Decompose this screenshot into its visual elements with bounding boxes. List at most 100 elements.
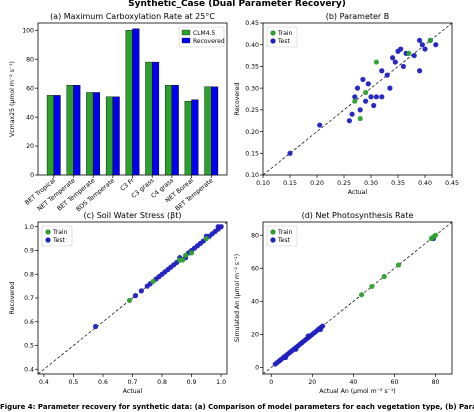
x-tick-label-d: 60 — [391, 379, 399, 386]
panel-b-title: (b) Parameter B — [326, 12, 390, 21]
point-test-b — [287, 150, 293, 156]
bar-recovered — [112, 96, 120, 176]
y-tick-label-b: 0.45 — [245, 20, 259, 27]
point-test-d — [317, 326, 324, 332]
point-test-b — [346, 118, 352, 124]
y-tick-label-c: 1.0 — [24, 224, 34, 231]
point-test-d — [293, 346, 299, 352]
y-tick-label-a: 80 — [26, 56, 34, 63]
point-test-b — [354, 85, 361, 91]
panel-c-title: (c) Soil Water Stress (βt) — [84, 211, 182, 220]
y-tick-label-b: 0.40 — [245, 42, 259, 49]
x-tick-label-d: 0 — [269, 379, 273, 386]
y-tick-label-a: 20 — [26, 143, 34, 150]
figure-caption: Figure 4: Parameter recovery for synthet… — [0, 403, 474, 411]
bar-clm45 — [125, 30, 133, 176]
y-tick-label-a: 60 — [26, 85, 34, 92]
y-tick-label-c: 0.7 — [24, 295, 34, 302]
point-test-c — [132, 293, 139, 299]
legend-marker-c — [45, 229, 51, 235]
legend-swatch-a — [181, 37, 191, 44]
point-train-d — [381, 273, 387, 280]
y-tick-label-d: 0 — [255, 365, 259, 372]
bar-clm45 — [145, 61, 153, 176]
legend-label-d: Test — [277, 237, 290, 244]
y-tick-label-b: 0.20 — [245, 129, 259, 136]
panel-b-xlabel: Actual — [348, 189, 368, 196]
point-test-c — [92, 323, 99, 330]
x-tick-label-c: 0.9 — [187, 379, 197, 386]
x-tick-label-c: 1.0 — [216, 379, 226, 386]
point-test-b — [392, 59, 398, 65]
x-tick-label-b: 0.10 — [256, 180, 270, 187]
y-tick-label-b: 0.25 — [245, 107, 259, 114]
point-train-b — [373, 59, 379, 65]
bar-clm45 — [86, 92, 94, 176]
legend-marker-d — [270, 237, 276, 243]
bar-clm45 — [105, 96, 114, 176]
point-test-b — [379, 94, 385, 100]
point-train-b — [427, 37, 433, 43]
point-test-b — [371, 102, 377, 109]
point-test-b — [398, 46, 404, 52]
point-test-d — [282, 354, 289, 361]
point-train-d — [432, 232, 439, 238]
y-tick-label-c: 0.9 — [24, 248, 34, 255]
point-test-b — [379, 68, 385, 74]
legend-label-c: Train — [52, 229, 68, 236]
legend-label-d: Train — [277, 229, 293, 236]
y-tick-label-b: 0.15 — [245, 150, 259, 157]
x-tick-label-c: 0.5 — [69, 379, 79, 386]
y-tick-label-c: 0.8 — [24, 271, 34, 278]
legend-a — [178, 26, 225, 48]
panel-c-ylabel: Recovered — [9, 282, 16, 315]
y-tick-label-d: 80 — [251, 232, 259, 239]
point-train-c — [150, 278, 156, 284]
y-tick-label-d: 20 — [251, 332, 259, 339]
point-test-d — [305, 333, 311, 339]
legend-label-b: Test — [277, 38, 290, 45]
point-test-b — [363, 98, 369, 104]
y-tick-label-c: 0.5 — [24, 343, 34, 350]
bar-recovered — [132, 28, 140, 176]
bar-clm45 — [184, 100, 192, 176]
point-test-b — [357, 107, 363, 113]
legend-label-a: Recovered — [193, 38, 225, 45]
x-tick-label-c: 0.4 — [39, 379, 49, 386]
x-tick-label-c: 0.8 — [157, 379, 167, 386]
legend-marker-d — [270, 229, 276, 235]
y-tick-label-a: 0 — [30, 172, 34, 179]
x-tick-label-b: 0.15 — [283, 180, 297, 187]
legend-label-c: Test — [52, 237, 65, 244]
point-train-b — [357, 115, 363, 122]
point-test-b — [411, 52, 417, 59]
bar-recovered — [171, 85, 179, 176]
bar-recovered — [191, 99, 199, 176]
point-train-c — [180, 257, 186, 263]
y-tick-label-c: 0.4 — [24, 366, 34, 373]
point-train-c — [188, 250, 195, 256]
legend-swatch-a — [181, 29, 191, 36]
y-tick-label-b: 0.35 — [245, 64, 259, 71]
x-tick-label-d: 80 — [432, 379, 440, 386]
point-test-b — [368, 94, 374, 100]
x-tick-label-b: 0.30 — [364, 180, 378, 187]
point-test-c — [215, 224, 221, 230]
point-train-c — [126, 297, 133, 303]
panel-c-xlabel: Actual — [123, 388, 143, 395]
bar-recovered — [53, 95, 61, 176]
point-test-b — [317, 122, 323, 128]
plot-frame-d — [262, 221, 453, 375]
y-tick-label-b: 0.30 — [245, 85, 259, 92]
y-tick-label-d: 60 — [251, 265, 259, 272]
x-tick-label-c: 0.7 — [128, 379, 138, 386]
point-test-b — [373, 94, 379, 100]
y-tick-label-b: 0.10 — [245, 172, 259, 179]
x-tick-label-b: 0.35 — [391, 180, 405, 187]
x-tick-label-d: 20 — [308, 379, 316, 386]
panel-d-title: (d) Net Photosynthesis Rate — [302, 211, 414, 220]
point-test-b — [419, 42, 425, 48]
point-test-b — [352, 94, 358, 100]
point-test-b — [417, 37, 423, 43]
